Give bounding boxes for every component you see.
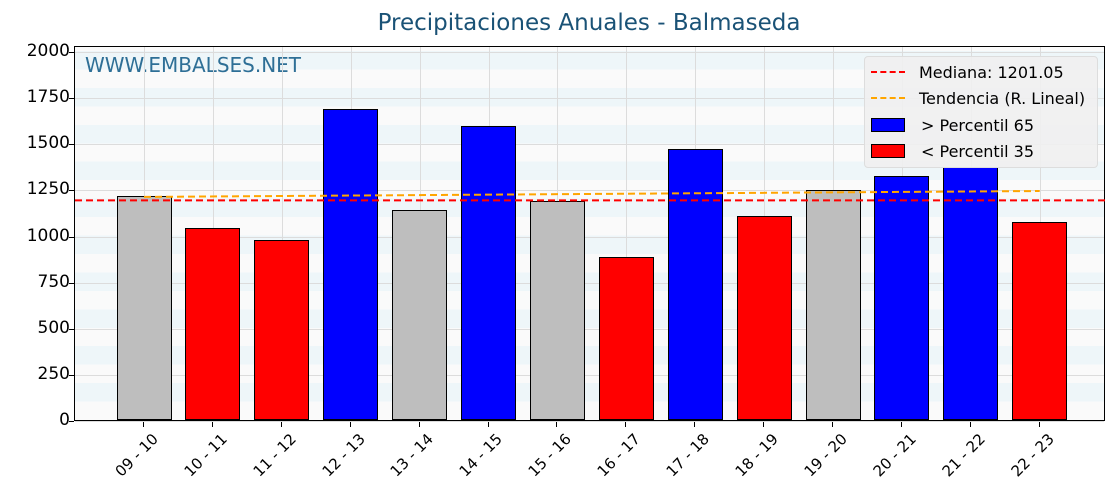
y-tick-mark <box>69 421 74 422</box>
x-tick-label: 14 - 15 <box>455 430 507 481</box>
y-tick-mark <box>69 236 74 238</box>
x-tick-label: 10 - 11 <box>180 430 231 481</box>
bar-16-17 <box>598 257 654 420</box>
x-tick-mark <box>900 422 902 427</box>
legend-item-p35: < Percentil 35 <box>871 139 1034 163</box>
y-tick-label: 1000 <box>26 225 70 246</box>
y-tick-mark <box>69 190 74 192</box>
h-gridline <box>75 328 1104 330</box>
x-tick-label: 21 - 22 <box>938 430 989 481</box>
y-tick-mark <box>69 52 74 53</box>
watermark: WWW.EMBALSES.NET <box>85 53 302 77</box>
x-tick-label: 20 - 21 <box>869 430 920 481</box>
y-tick-label: 0 <box>59 410 70 430</box>
legend-item-p65: > Percentil 65 <box>871 113 1034 137</box>
bar-19-20 <box>805 190 861 420</box>
x-tick-mark <box>694 422 696 427</box>
bar-21-22 <box>943 166 999 420</box>
x-tick-mark <box>625 422 627 427</box>
x-tick-mark <box>1038 422 1040 427</box>
y-tick-mark <box>69 98 74 100</box>
v-gridline <box>281 47 283 420</box>
h-gridline <box>75 144 1104 146</box>
x-tick-label: 16 - 17 <box>593 430 645 481</box>
y-tick-label: 250 <box>37 363 70 384</box>
y-tick-mark <box>69 144 74 146</box>
bar-12-13 <box>323 109 379 420</box>
y-tick-label: 750 <box>37 271 70 292</box>
x-tick-label: 12 - 13 <box>318 430 369 481</box>
x-tick-label: 13 - 14 <box>387 430 438 481</box>
legend-label: < Percentil 35 <box>921 141 1035 161</box>
legend-item-median: Mediana: 1201.05 <box>871 60 1064 84</box>
bar-14-15 <box>461 126 516 420</box>
x-tick-label: 11 - 12 <box>249 430 300 481</box>
x-tick-label: 09 - 10 <box>111 430 162 481</box>
y-tick-label: 1500 <box>26 133 70 154</box>
x-tick-label: 18 - 19 <box>731 430 782 481</box>
x-tick-mark <box>763 422 765 427</box>
y-tick-label: 2000 <box>26 41 70 61</box>
bar-18-19 <box>736 216 792 420</box>
bar-11-12 <box>254 240 310 420</box>
x-tick-mark <box>280 422 282 427</box>
trend-line-swatch <box>871 97 905 99</box>
v-gridline <box>626 47 628 420</box>
x-tick-mark <box>211 422 213 427</box>
y-tick-label: 1750 <box>26 87 70 108</box>
x-tick-mark <box>969 422 971 427</box>
h-gridline <box>75 282 1104 284</box>
x-tick-mark <box>832 422 833 427</box>
y-tick-mark <box>69 282 74 284</box>
bar-10-11 <box>185 227 241 420</box>
bar-20-21 <box>874 176 930 420</box>
legend-item-trend: Tendencia (R. Lineal) <box>871 86 1085 110</box>
h-gridline <box>75 190 1104 192</box>
bar-15-16 <box>529 201 585 420</box>
legend: Mediana: 1201.05 Tendencia (R. Lineal) >… <box>864 56 1098 168</box>
y-tick-mark <box>69 374 74 376</box>
x-tick-mark <box>143 422 144 427</box>
x-tick-label: 17 - 18 <box>662 430 713 481</box>
legend-label: Mediana: 1201.05 <box>919 62 1064 82</box>
reference-lines <box>75 190 1106 202</box>
h-gridline <box>75 374 1104 376</box>
bar-22-23 <box>1012 222 1068 420</box>
h-gridline <box>75 98 1104 100</box>
chart-title: Precipitaciones Anuales - Balmaseda <box>377 10 801 36</box>
y-tick-label: 1250 <box>26 179 70 200</box>
p35-patch-swatch <box>871 144 905 158</box>
bar-13-14 <box>392 210 448 420</box>
x-tick-mark <box>487 422 489 427</box>
p65-patch-swatch <box>871 118 905 132</box>
trend-line <box>143 190 1040 198</box>
h-gridline <box>75 236 1104 238</box>
x-tick-label: 22 - 23 <box>1007 430 1058 481</box>
median-line-swatch <box>871 71 905 73</box>
y-tick-mark <box>69 328 74 330</box>
x-tick-mark <box>418 422 420 427</box>
y-tick-label: 500 <box>37 317 70 338</box>
legend-label: > Percentil 65 <box>921 115 1035 135</box>
x-tick-label: 19 - 20 <box>800 430 851 481</box>
h-gridline <box>75 52 1104 53</box>
legend-label: Tendencia (R. Lineal) <box>919 88 1086 108</box>
x-tick-label: 15 - 16 <box>524 430 576 481</box>
h-gridline <box>75 421 1104 422</box>
x-tick-mark <box>349 422 351 427</box>
x-tick-mark <box>556 422 558 427</box>
